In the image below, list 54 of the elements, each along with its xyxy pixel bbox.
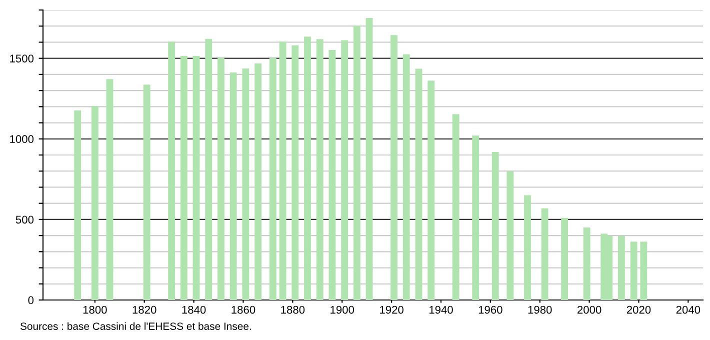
x-tick-label: 1980	[528, 306, 552, 314]
bar	[254, 63, 262, 300]
x-tick-label: 1920	[380, 306, 404, 314]
bar	[304, 36, 311, 300]
x-tick-label: 1960	[478, 306, 502, 314]
bar	[91, 106, 98, 300]
bar	[618, 236, 625, 300]
x-tick-label: 1940	[429, 306, 453, 314]
x-tick-label: 2000	[577, 306, 602, 314]
bar	[341, 40, 348, 300]
bar	[561, 218, 568, 300]
bar	[640, 242, 648, 300]
y-tick-label: 1000	[10, 135, 34, 144]
bar	[143, 84, 150, 300]
bar	[218, 58, 224, 300]
x-tick-label: 1880	[281, 306, 305, 314]
bar	[428, 80, 435, 300]
x-tick-label: 1840	[182, 306, 206, 314]
source-note: Sources : base Cassini de l'EHESS et base Insee.	[20, 322, 251, 330]
bar	[269, 58, 276, 300]
bar	[524, 195, 531, 300]
bar	[180, 56, 188, 300]
y-tick-label: 0	[28, 296, 34, 304]
bar	[316, 39, 324, 300]
bar	[506, 171, 514, 300]
bar	[541, 208, 548, 300]
bar	[472, 136, 480, 300]
bar	[583, 228, 590, 300]
x-tick-label: 2040	[676, 306, 700, 314]
y-tick-label: 1500	[10, 54, 34, 62]
bar	[242, 68, 250, 300]
x-tick-label: 2020	[626, 306, 651, 314]
bar	[279, 42, 286, 300]
bar	[353, 26, 360, 300]
x-tick-label: 1900	[330, 306, 354, 314]
x-tick-label: 1800	[83, 306, 107, 314]
bar	[74, 110, 82, 300]
bar	[452, 114, 460, 300]
bar	[415, 68, 422, 300]
bar	[328, 50, 336, 300]
bar	[230, 72, 237, 300]
bar	[168, 42, 175, 300]
bar	[402, 54, 410, 300]
bar	[492, 152, 499, 300]
bar	[630, 242, 638, 300]
y-tick-label: 500	[16, 216, 34, 224]
bar	[106, 79, 114, 300]
bar	[390, 35, 398, 300]
x-tick-label: 1860	[232, 306, 256, 314]
bar	[292, 45, 299, 300]
bar	[192, 56, 200, 300]
x-tick-label: 1820	[132, 306, 156, 314]
bar	[205, 38, 212, 300]
bar	[366, 18, 373, 300]
